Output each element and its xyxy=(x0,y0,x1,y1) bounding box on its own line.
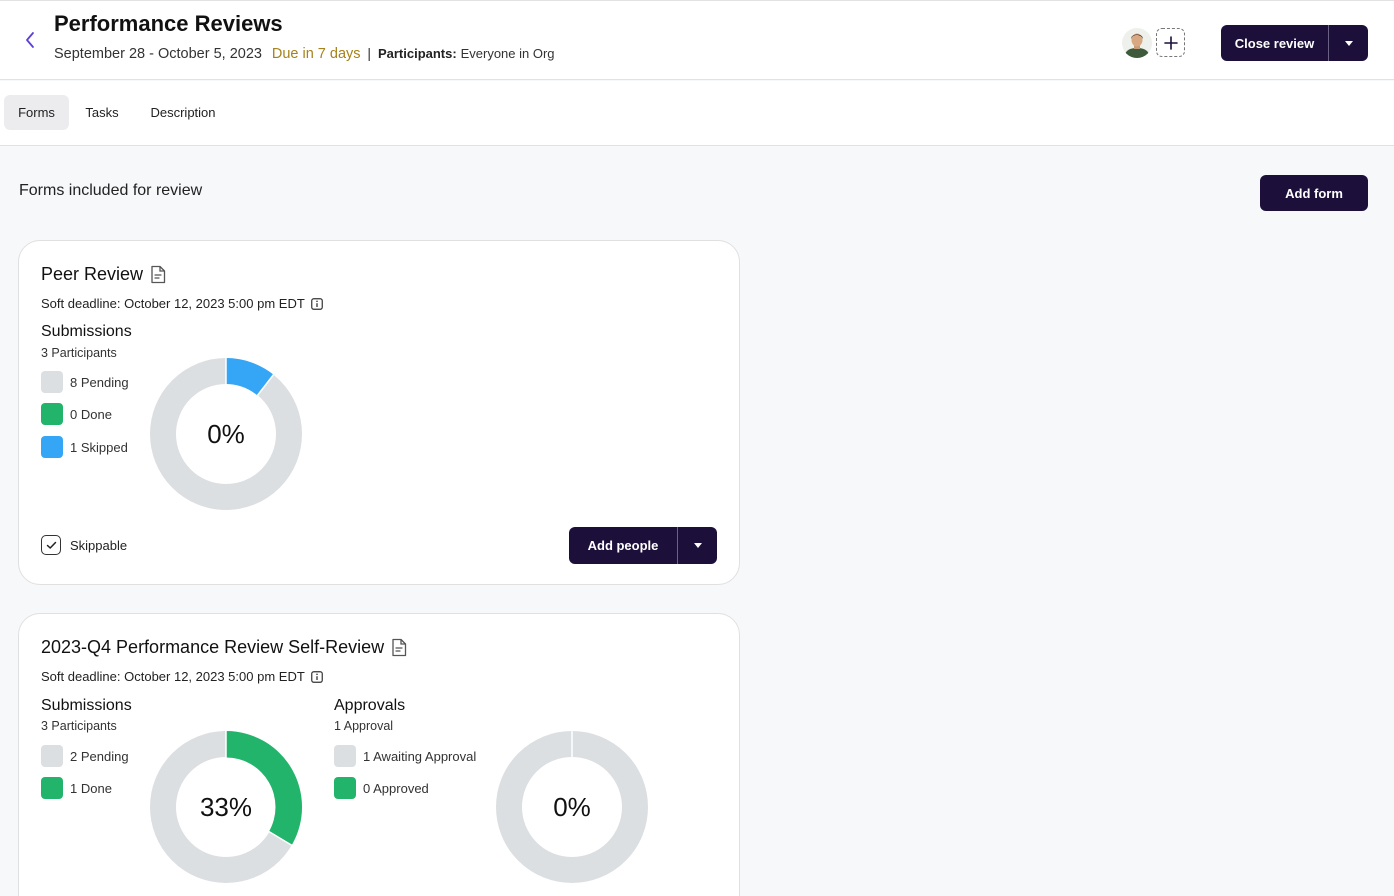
legend-label: 1 Done xyxy=(70,780,112,796)
legend-swatch-done xyxy=(334,777,356,799)
legend-label: 1 Awaiting Approval xyxy=(363,748,477,764)
legend-swatch-done xyxy=(41,403,63,425)
legend-label: 0 Approved xyxy=(363,780,429,796)
document-icon[interactable] xyxy=(150,265,166,284)
section-title: Forms included for review xyxy=(19,182,203,199)
info-icon[interactable] xyxy=(310,670,323,683)
legend-swatch-pending xyxy=(41,745,63,767)
page-title: Performance Reviews xyxy=(54,11,283,36)
participants-label: Participants: xyxy=(377,46,457,61)
legend-approved: 0 Approved xyxy=(334,777,429,799)
donut-gap xyxy=(256,373,275,397)
info-icon[interactable] xyxy=(310,297,323,310)
legend-swatch-skipped xyxy=(41,436,63,458)
add-people-dropdown[interactable] xyxy=(677,527,717,564)
chevron-left-icon xyxy=(26,32,34,48)
close-review-dropdown[interactable] xyxy=(1328,25,1368,61)
legend-label: 8 Pending xyxy=(70,374,129,390)
donut-segment-done xyxy=(226,731,303,845)
form-card-peer-review: Peer Review Soft deadline: October 12, 2… xyxy=(18,240,740,585)
soft-deadline: Soft deadline: October 12, 2023 5:00 pm … xyxy=(41,669,323,684)
submissions-participants: 3 Participants xyxy=(41,346,117,360)
submissions-percent: 33% xyxy=(199,791,253,822)
legend-skipped: 1 Skipped xyxy=(41,436,128,458)
skippable-label: Skippable xyxy=(70,537,128,553)
close-review-split-button: Close review xyxy=(1221,25,1368,61)
back-button[interactable] xyxy=(18,28,42,52)
soft-deadline-text: Soft deadline: October 12, 2023 5:00 pm … xyxy=(41,669,305,684)
legend-swatch-pending xyxy=(41,371,63,393)
submissions-percent: 0% xyxy=(207,418,245,449)
due-badge: Due in 7 days xyxy=(271,46,361,62)
checkbox[interactable] xyxy=(41,535,61,555)
legend-pending: 2 Pending xyxy=(41,745,129,767)
approvals-heading: Approvals xyxy=(334,697,406,714)
legend-done: 0 Done xyxy=(41,403,112,425)
add-participant-button[interactable] xyxy=(1156,28,1185,57)
approvals-donut xyxy=(496,730,648,883)
submissions-heading: Submissions xyxy=(41,697,132,714)
form-title: Peer Review xyxy=(41,264,166,285)
tab-description[interactable]: Description xyxy=(150,105,216,120)
legend-swatch-pending xyxy=(334,745,356,767)
submissions-participants: 3 Participants xyxy=(41,719,117,733)
caret-down-icon xyxy=(693,543,702,548)
legend-label: 1 Skipped xyxy=(70,439,128,455)
legend-swatch-done xyxy=(41,777,63,799)
add-people-button[interactable]: Add people xyxy=(587,538,659,553)
submissions-donut xyxy=(150,730,303,883)
person-avatar-icon xyxy=(1122,28,1152,58)
caret-down-icon xyxy=(1344,40,1353,46)
soft-deadline-text: Soft deadline: October 12, 2023 5:00 pm … xyxy=(41,296,305,311)
avatar[interactable] xyxy=(1122,28,1152,58)
skippable-checkbox[interactable]: Skippable xyxy=(41,535,127,555)
participants-value: Everyone in Org xyxy=(460,46,555,61)
review-dates: September 28 - October 5, 2023 xyxy=(54,46,262,62)
legend-label: 0 Done xyxy=(70,406,112,422)
legend-done: 1 Done xyxy=(41,777,112,799)
form-title: 2023-Q4 Performance Review Self-Review xyxy=(41,637,407,658)
plus-icon xyxy=(1163,35,1178,50)
donut-segment-skipped xyxy=(226,358,274,396)
submissions-donut xyxy=(150,357,302,510)
approvals-percent: 0% xyxy=(553,791,591,822)
legend-awaiting-approval: 1 Awaiting Approval xyxy=(334,745,476,767)
separator: | xyxy=(367,45,372,61)
form-title-text: Peer Review xyxy=(41,264,144,284)
page-header: Performance Reviews September 28 - Octob… xyxy=(0,0,1394,80)
tab-tasks[interactable]: Tasks xyxy=(85,105,119,120)
add-people-split-button: Add people xyxy=(569,527,717,564)
soft-deadline: Soft deadline: October 12, 2023 5:00 pm … xyxy=(41,296,323,311)
donut-gap xyxy=(267,830,294,847)
tab-bar: Forms Tasks Description xyxy=(0,81,1394,146)
tab-forms[interactable]: Forms xyxy=(4,95,69,130)
approvals-count: 1 Approval xyxy=(334,719,394,733)
legend-pending: 8 Pending xyxy=(41,371,129,393)
form-card-self-review: 2023-Q4 Performance Review Self-Review S… xyxy=(18,613,740,896)
legend-label: 2 Pending xyxy=(70,748,129,764)
review-subtitle: September 28 - October 5, 2023 Due in 7 … xyxy=(54,45,555,62)
add-form-button[interactable]: Add form xyxy=(1260,175,1368,211)
form-title-text: 2023-Q4 Performance Review Self-Review xyxy=(41,637,385,657)
check-icon xyxy=(46,541,56,549)
document-icon[interactable] xyxy=(391,638,407,657)
close-review-button[interactable]: Close review xyxy=(1234,35,1315,51)
submissions-heading: Submissions xyxy=(41,323,132,340)
